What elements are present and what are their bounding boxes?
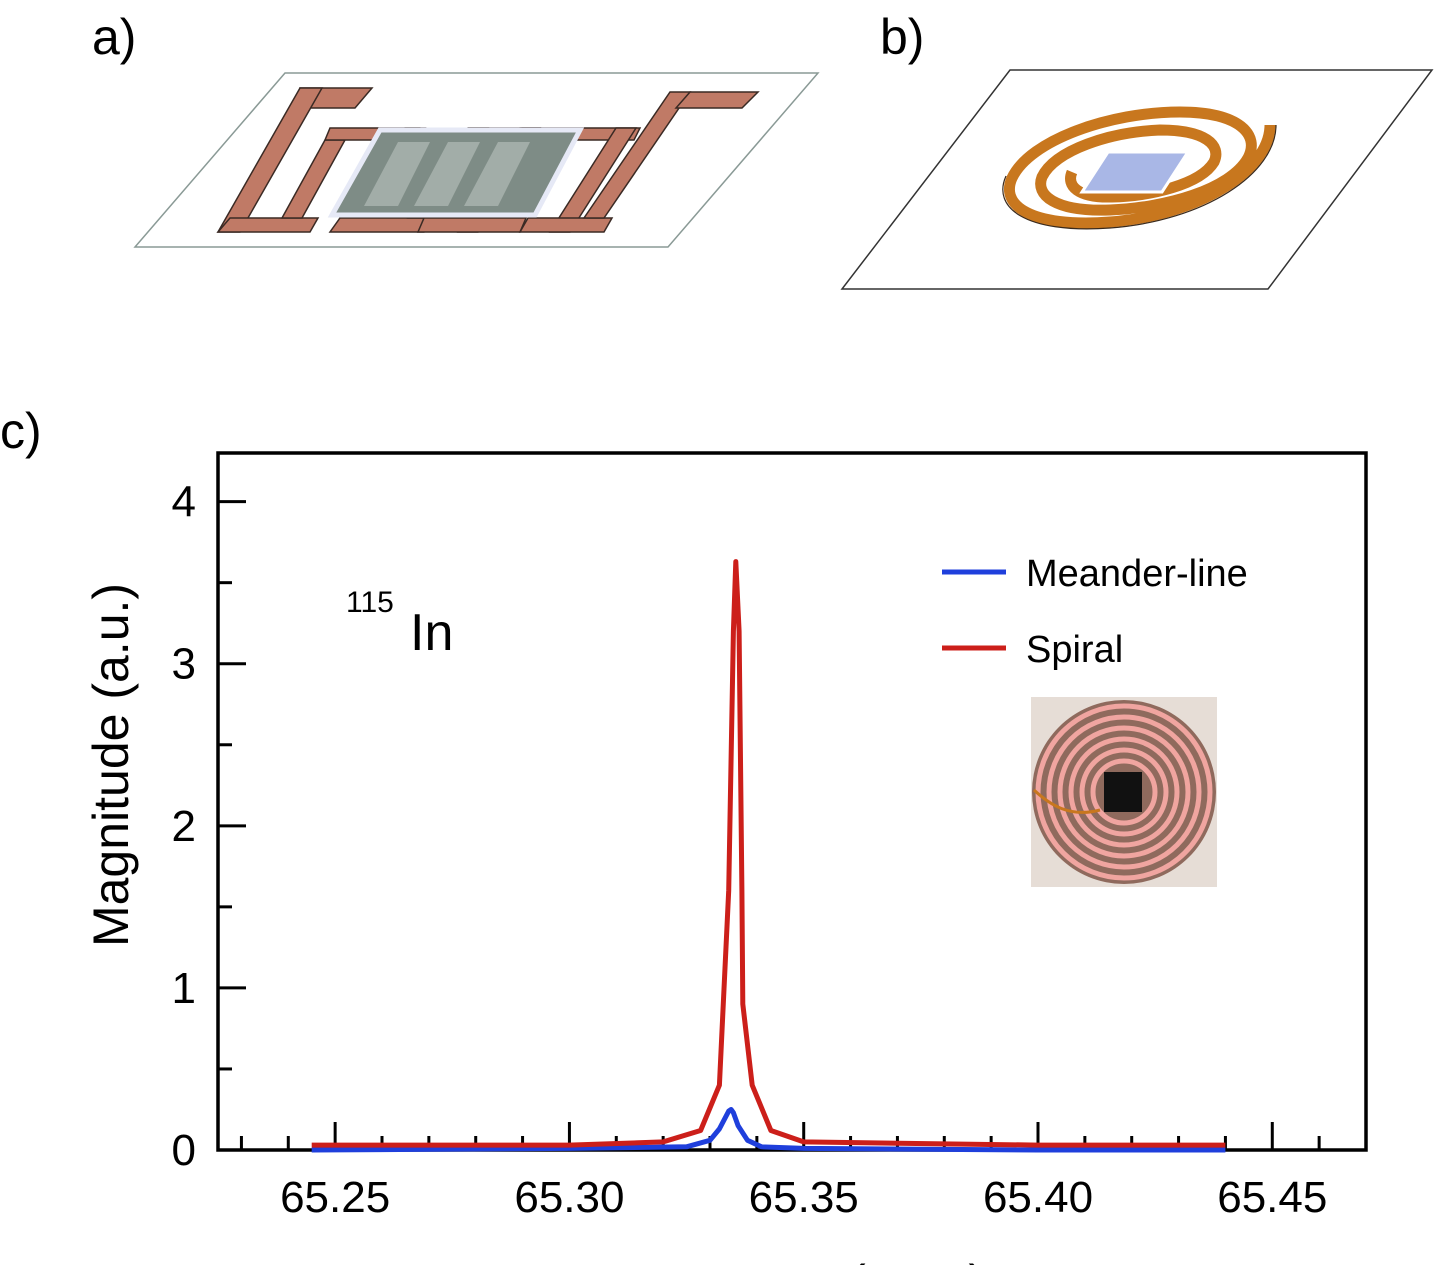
x-tick-label: 65.25 [280,1173,390,1222]
legend: Meander-line Spiral [942,553,1248,671]
x-tick-label: 65.30 [514,1173,624,1222]
x-tick-label: 65.40 [983,1173,1093,1222]
y-axis-ticks: 0 1 2 3 4 [172,478,246,1175]
y-tick-label: 1 [172,964,196,1013]
series-layer [311,559,1226,1153]
y-axis-title: Magnitude (a.u.) [83,583,139,947]
panel-label-a: a) [92,9,137,65]
nucleus-annotation-main: In [410,604,453,662]
panel-label-b: b) [880,9,925,65]
x-tick-label: 65.35 [749,1173,859,1222]
series-line-meander-line [311,1107,1226,1153]
series-line-spiral [311,559,1226,1148]
x-axis-ticks: 65.25 65.30 65.35 65.40 65.45 [239,1122,1327,1222]
x-tick-label: 65.45 [1217,1173,1327,1222]
y-tick-label: 2 [172,802,196,851]
y-tick-label: 0 [172,1126,196,1175]
y-tick-label: 3 [172,640,196,689]
legend-label-meander-line: Meander-line [1026,553,1248,595]
y-tick-label: 4 [172,478,196,527]
legend-label-spiral: Spiral [1026,629,1123,671]
nucleus-annotation: 115 [346,586,394,619]
inset-spiral-coil-photo [1031,697,1217,887]
panel-label-c: c) [0,403,42,459]
x-axis-title: Frequency (MHz) [599,1255,985,1265]
